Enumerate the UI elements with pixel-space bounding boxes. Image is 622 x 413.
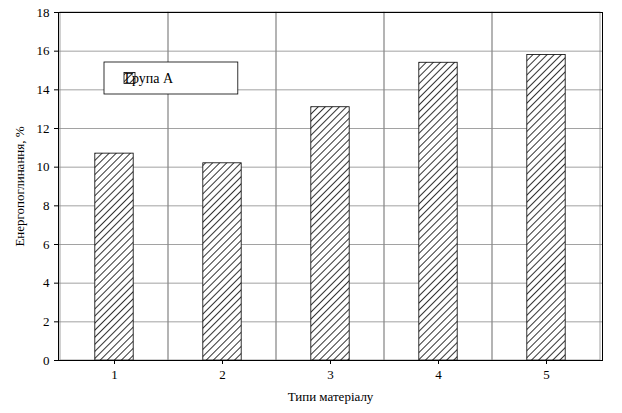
svg-text:2: 2: [219, 367, 226, 382]
svg-text:Група А: Група А: [125, 71, 174, 86]
svg-text:3: 3: [327, 367, 334, 382]
svg-text:12: 12: [37, 121, 50, 136]
svg-text:4: 4: [435, 367, 442, 382]
svg-text:8: 8: [43, 198, 50, 213]
svg-text:1: 1: [111, 367, 118, 382]
svg-text:5: 5: [543, 367, 550, 382]
svg-text:10: 10: [37, 159, 50, 174]
svg-text:0: 0: [43, 353, 50, 368]
svg-text:18: 18: [37, 5, 50, 20]
svg-text:2: 2: [43, 314, 50, 329]
svg-text:4: 4: [43, 275, 50, 290]
svg-text:Типи матеріалу: Типи матеріалу: [288, 389, 374, 404]
svg-text:Енергопоглинання, %: Енергопоглинання, %: [12, 126, 27, 246]
svg-text:16: 16: [37, 43, 51, 58]
svg-text:6: 6: [43, 237, 50, 252]
svg-text:14: 14: [37, 82, 51, 97]
